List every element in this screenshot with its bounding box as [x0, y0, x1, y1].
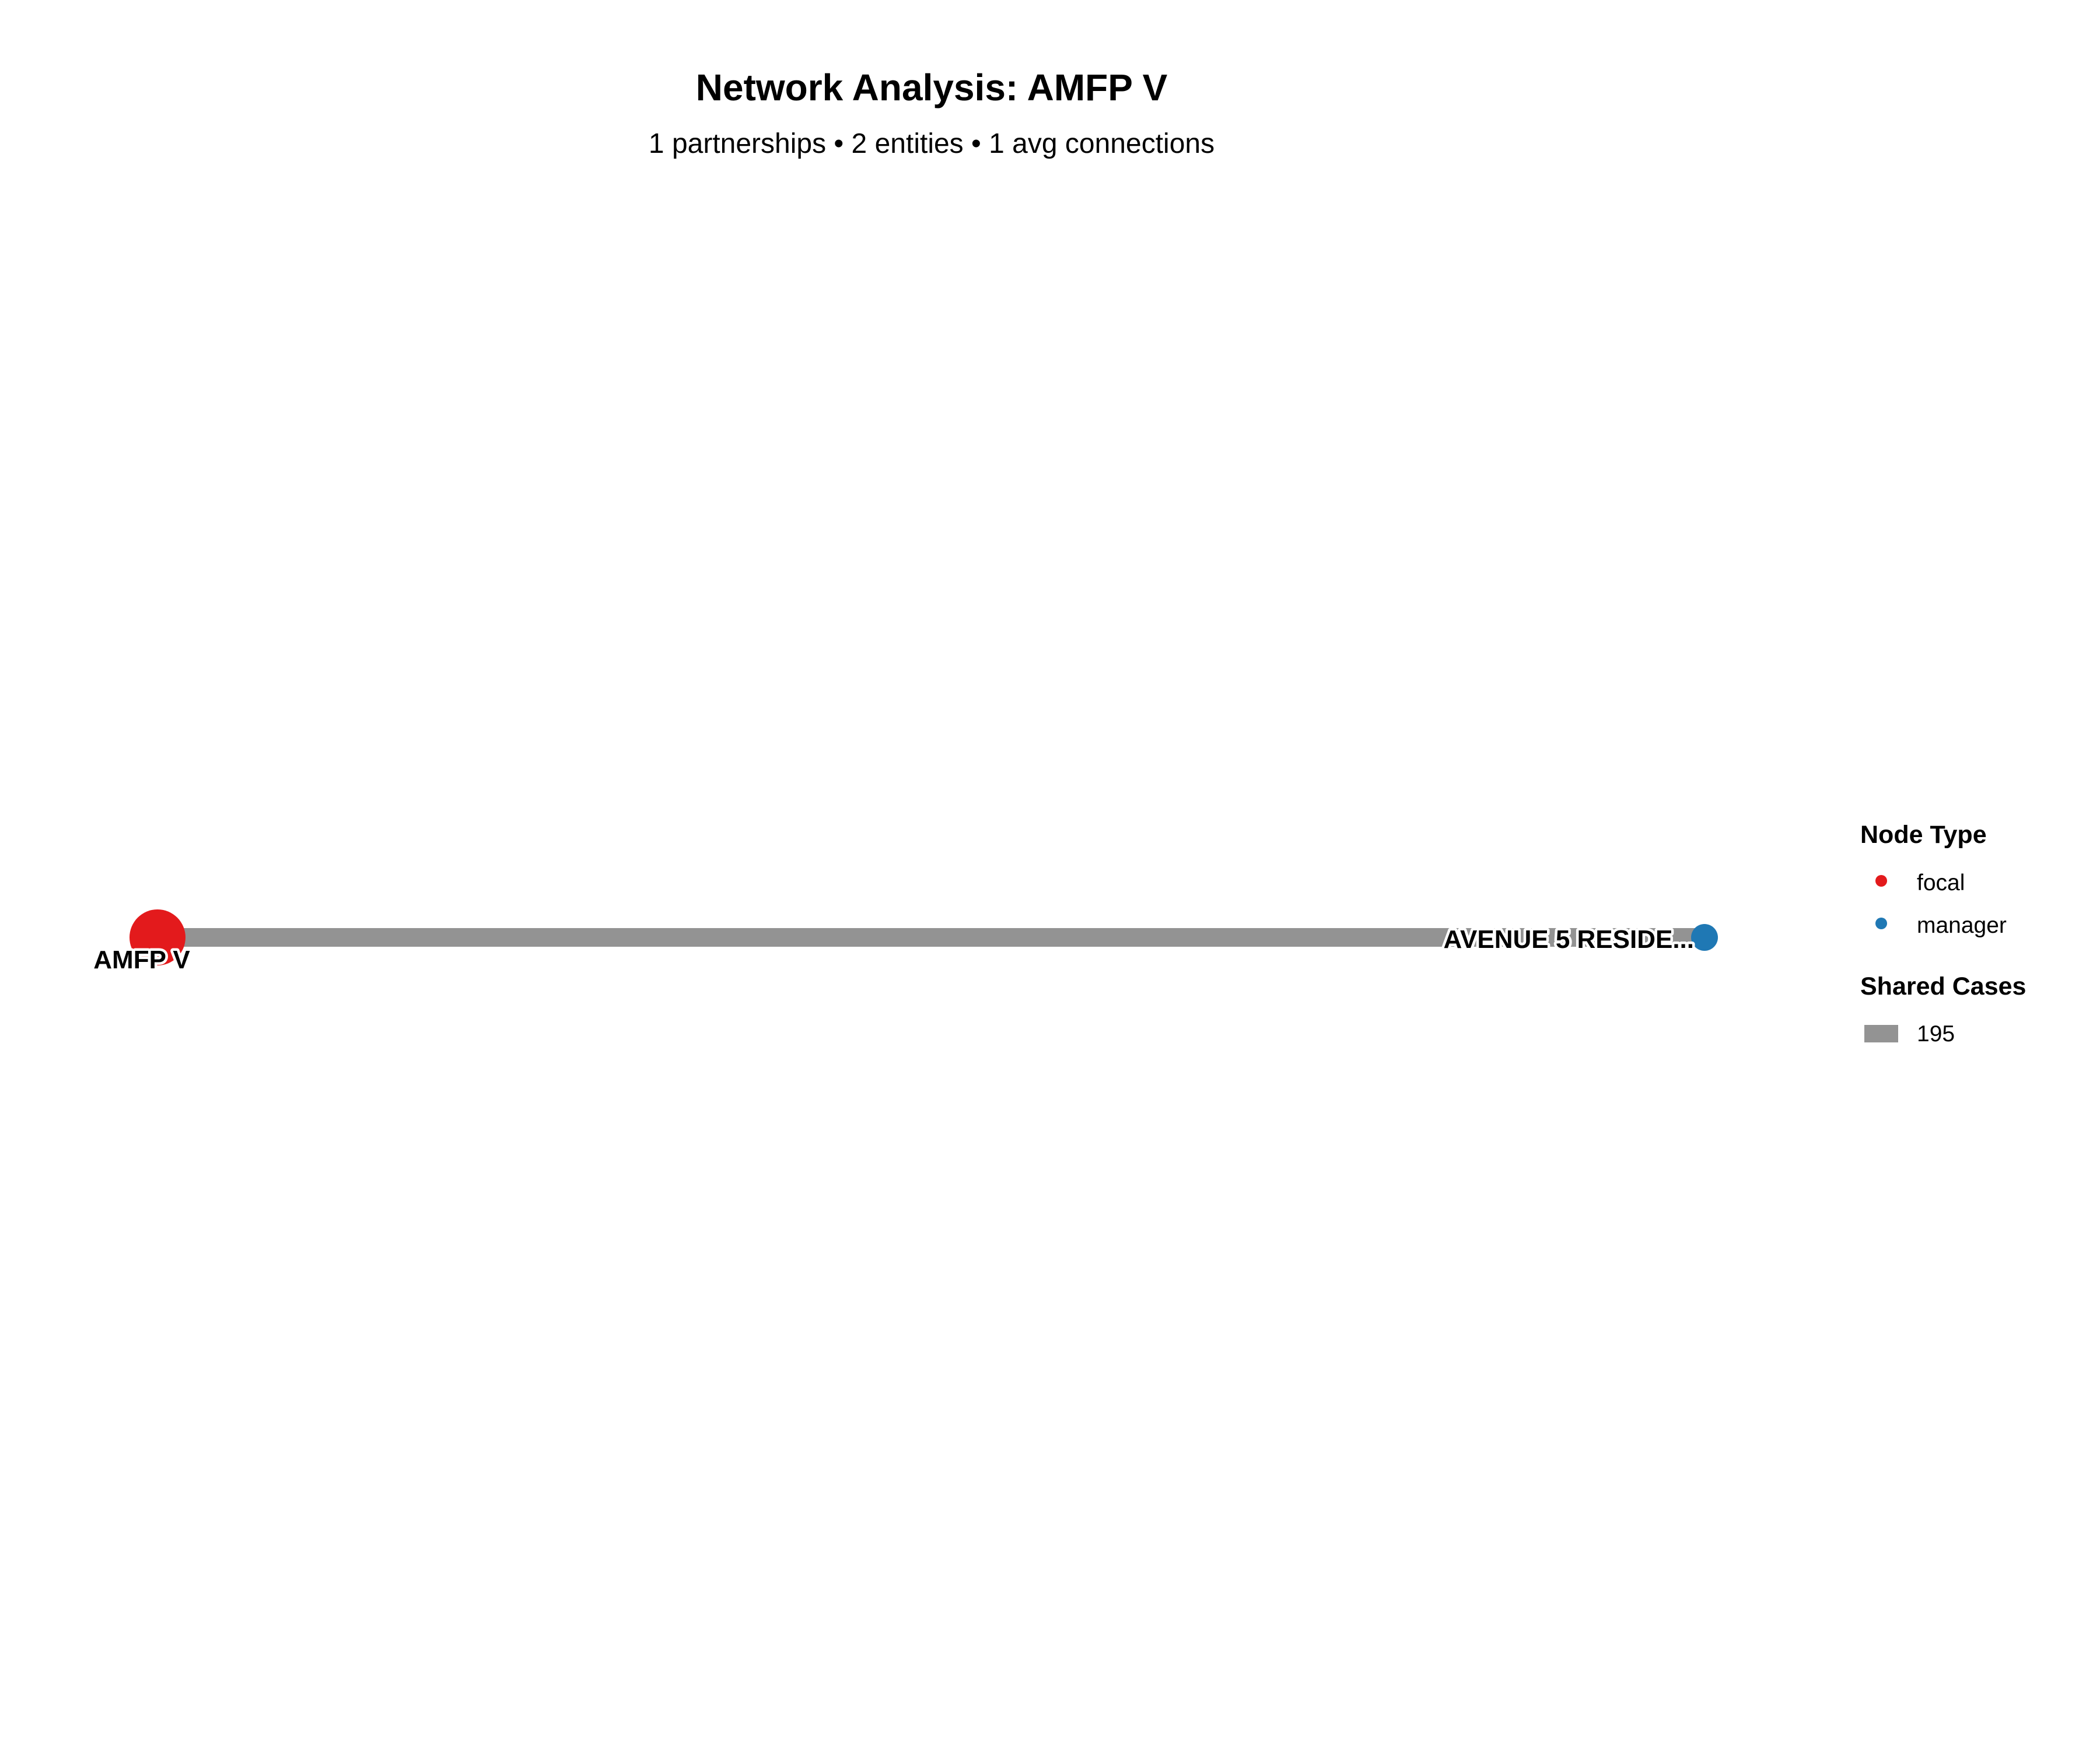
legend-manager-label: manager — [1917, 913, 2007, 938]
legend-shared-cases-value: 195 — [1917, 1021, 1955, 1046]
legend-manager-swatch — [1875, 918, 1887, 929]
node-manager-avenue5[interactable] — [1691, 924, 1718, 951]
legend-shared-cases-title: Shared Cases — [1860, 972, 2026, 1000]
node-label-amfp: AMFP V — [93, 946, 190, 974]
node-focal-amfp[interactable] — [130, 909, 186, 965]
legend-shared-cases: Shared Cases 195 — [1860, 972, 2026, 1046]
legend-node-type: Node Type focal manager — [1860, 821, 2007, 938]
legend-focal-swatch — [1875, 875, 1887, 887]
node-label-avenue5: AVENUE 5 RESIDE... — [1443, 925, 1694, 954]
legend-node-type-title: Node Type — [1860, 821, 1987, 849]
chart-subtitle: 1 partnerships • 2 entities • 1 avg conn… — [649, 128, 1214, 159]
chart-title: Network Analysis: AMFP V — [696, 66, 1168, 108]
legend-shared-cases-swatch — [1864, 1025, 1898, 1042]
legend-focal-label: focal — [1917, 870, 1965, 895]
